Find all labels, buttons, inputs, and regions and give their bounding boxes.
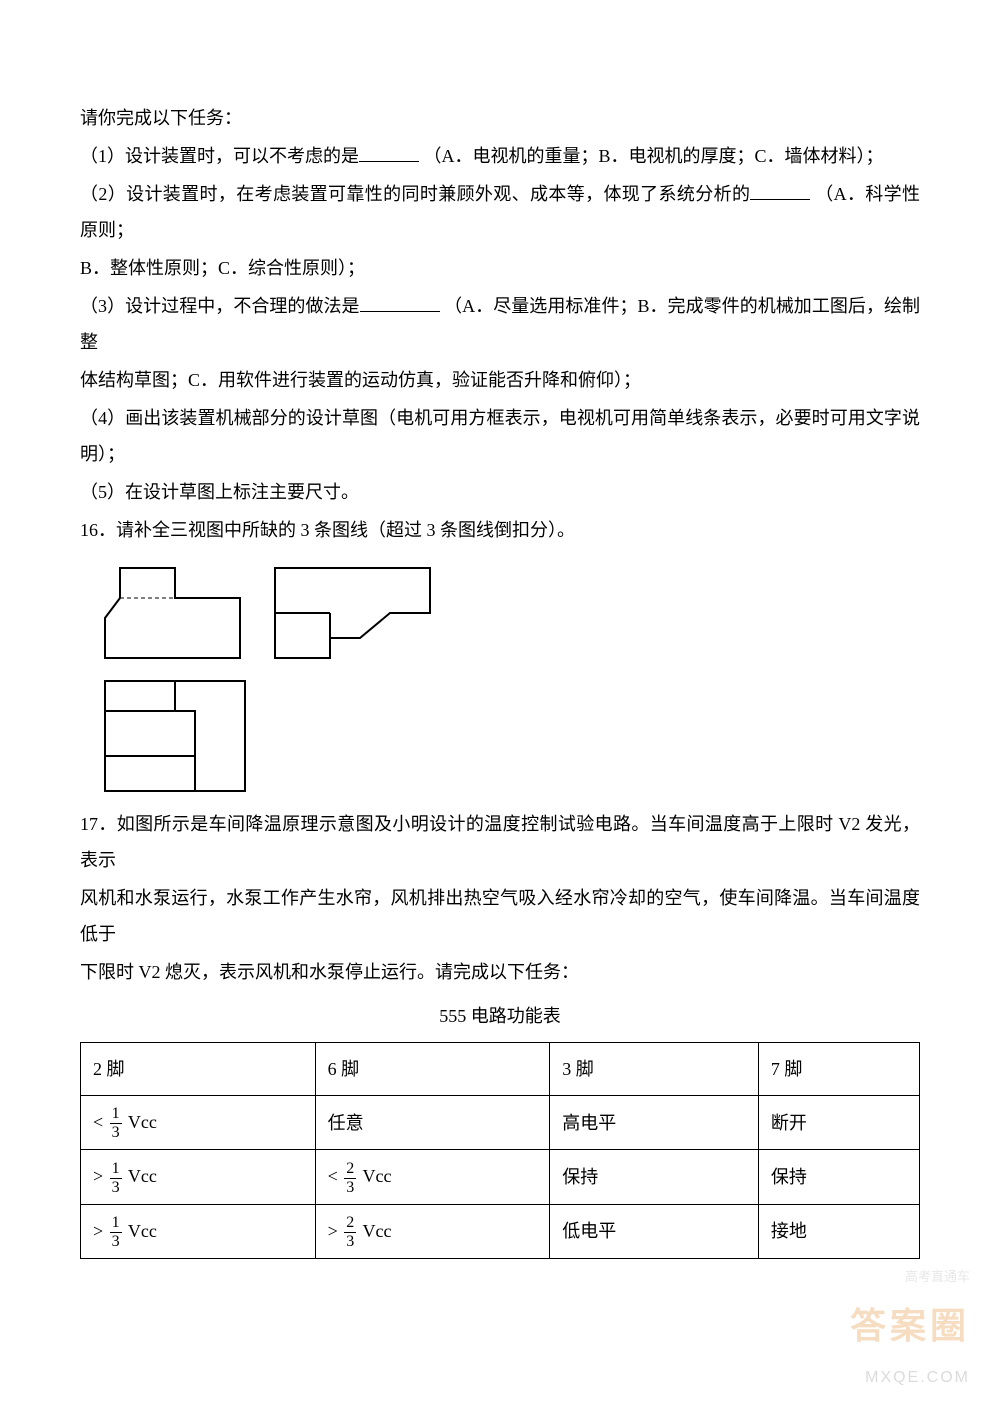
th-pin7: 7 脚 (758, 1043, 919, 1096)
q1-suffix: （A．电视机的重量；B．电视机的厚度；C．墙体材料）； (424, 146, 884, 166)
table-header-row: 2 脚 6 脚 3 脚 7 脚 (81, 1043, 920, 1096)
op: < (93, 1112, 103, 1132)
suf: Vcc (128, 1112, 157, 1132)
view-top-left (100, 558, 250, 668)
question-2-line1: （2）设计装置时，在考虑装置可靠性的同时兼顾外观、成本等，体现了系统分析的 （A… (80, 176, 920, 248)
suf: Vcc (128, 1166, 157, 1186)
blank-2 (750, 182, 810, 200)
question-17-line1: 17．如图所示是车间降温原理示意图及小明设计的温度控制试验电路。当车间温度高于上… (80, 806, 920, 878)
cell-r2c4: 保持 (758, 1150, 919, 1204)
question-4: （4）画出该装置机械部分的设计草图（电机可用方框表示，电视机可用简单线条表示，必… (80, 400, 920, 472)
cell-r2c2: < 23 Vcc (315, 1150, 550, 1204)
blank-3 (360, 294, 440, 312)
cell-r3c2: > 23 Vcc (315, 1204, 550, 1258)
watermark-small: 高考直通车 (850, 1264, 970, 1290)
num: 1 (110, 1161, 122, 1179)
three-view-drawings (100, 558, 920, 796)
fraction: 13 (110, 1161, 122, 1196)
cell-r1c3: 高电平 (550, 1096, 759, 1150)
den: 3 (344, 1179, 356, 1196)
den: 3 (110, 1233, 122, 1250)
op: < (328, 1166, 338, 1186)
question-3-line1: （3）设计过程中，不合理的做法是 （A．尽量选用标准件；B．完成零件的机械加工图… (80, 288, 920, 360)
question-17-line2: 风机和水泵运行，水泵工作产生水帘，风机排出热空气吸入经水帘冷却的空气，使车间降温… (80, 880, 920, 952)
fraction: 13 (110, 1215, 122, 1250)
th-pin2: 2 脚 (81, 1043, 316, 1096)
op: > (93, 1166, 103, 1186)
den: 3 (110, 1179, 122, 1196)
den: 3 (344, 1233, 356, 1250)
drawing-row-top (100, 558, 920, 668)
q1-prefix: （1）设计装置时，可以不考虑的是 (80, 146, 359, 166)
op: > (93, 1221, 103, 1241)
th-pin3: 3 脚 (550, 1043, 759, 1096)
view-top-right (270, 558, 440, 668)
table-row: > 13 Vcc > 23 Vcc 低电平 接地 (81, 1204, 920, 1258)
watermark-bot: MXQE.COM (850, 1362, 970, 1394)
cell-r1c2: 任意 (315, 1096, 550, 1150)
fraction: 23 (344, 1161, 356, 1196)
table-row: < 13 Vcc 任意 高电平 断开 (81, 1096, 920, 1150)
op: > (328, 1221, 338, 1241)
num: 2 (344, 1215, 356, 1233)
cell-r3c3: 低电平 (550, 1204, 759, 1258)
question-3-line2: 体结构草图；C．用软件进行装置的运动仿真，验证能否升降和俯仰）； (80, 362, 920, 398)
cell-r1c1: < 13 Vcc (81, 1096, 316, 1150)
watermark-top: 答案圈 (850, 1290, 970, 1362)
watermark: 高考直通车 答案圈 MXQE.COM (850, 1264, 970, 1394)
view-bottom-left (100, 676, 250, 796)
question-16: 16．请补全三视图中所缺的 3 条图线（超过 3 条图线倒扣分）。 (80, 512, 920, 548)
table-title: 555 电路功能表 (80, 998, 920, 1034)
suf: Vcc (362, 1221, 391, 1241)
drawing-row-bottom (100, 676, 920, 796)
table-row: > 13 Vcc < 23 Vcc 保持 保持 (81, 1150, 920, 1204)
question-5: （5）在设计草图上标注主要尺寸。 (80, 474, 920, 510)
cell-r3c4: 接地 (758, 1204, 919, 1258)
function-table: 2 脚 6 脚 3 脚 7 脚 < 13 Vcc 任意 高电平 断开 > 13 … (80, 1042, 920, 1259)
intro-text: 请你完成以下任务： (80, 100, 920, 136)
num: 1 (110, 1215, 122, 1233)
cell-r2c1: > 13 Vcc (81, 1150, 316, 1204)
suf: Vcc (128, 1221, 157, 1241)
cell-r2c3: 保持 (550, 1150, 759, 1204)
question-17-line3: 下限时 V2 熄灭，表示风机和水泵停止运行。请完成以下任务： (80, 954, 920, 990)
cell-r1c4: 断开 (758, 1096, 919, 1150)
fraction: 23 (344, 1215, 356, 1250)
suf: Vcc (362, 1166, 391, 1186)
den: 3 (110, 1124, 122, 1141)
cell-r3c1: > 13 Vcc (81, 1204, 316, 1258)
q3-prefix: （3）设计过程中，不合理的做法是 (80, 296, 360, 316)
question-1: （1）设计装置时，可以不考虑的是 （A．电视机的重量；B．电视机的厚度；C．墙体… (80, 138, 920, 174)
num: 1 (110, 1106, 122, 1124)
num: 2 (344, 1161, 356, 1179)
blank-1 (359, 144, 419, 162)
question-2-line2: B．整体性原则；C．综合性原则）； (80, 250, 920, 286)
q2-prefix: （2）设计装置时，在考虑装置可靠性的同时兼顾外观、成本等，体现了系统分析的 (80, 184, 750, 204)
th-pin6: 6 脚 (315, 1043, 550, 1096)
fraction: 13 (110, 1106, 122, 1141)
